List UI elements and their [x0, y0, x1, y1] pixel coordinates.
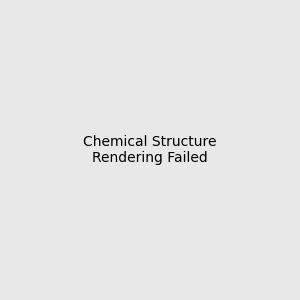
Text: Chemical Structure
Rendering Failed: Chemical Structure Rendering Failed — [83, 135, 217, 165]
